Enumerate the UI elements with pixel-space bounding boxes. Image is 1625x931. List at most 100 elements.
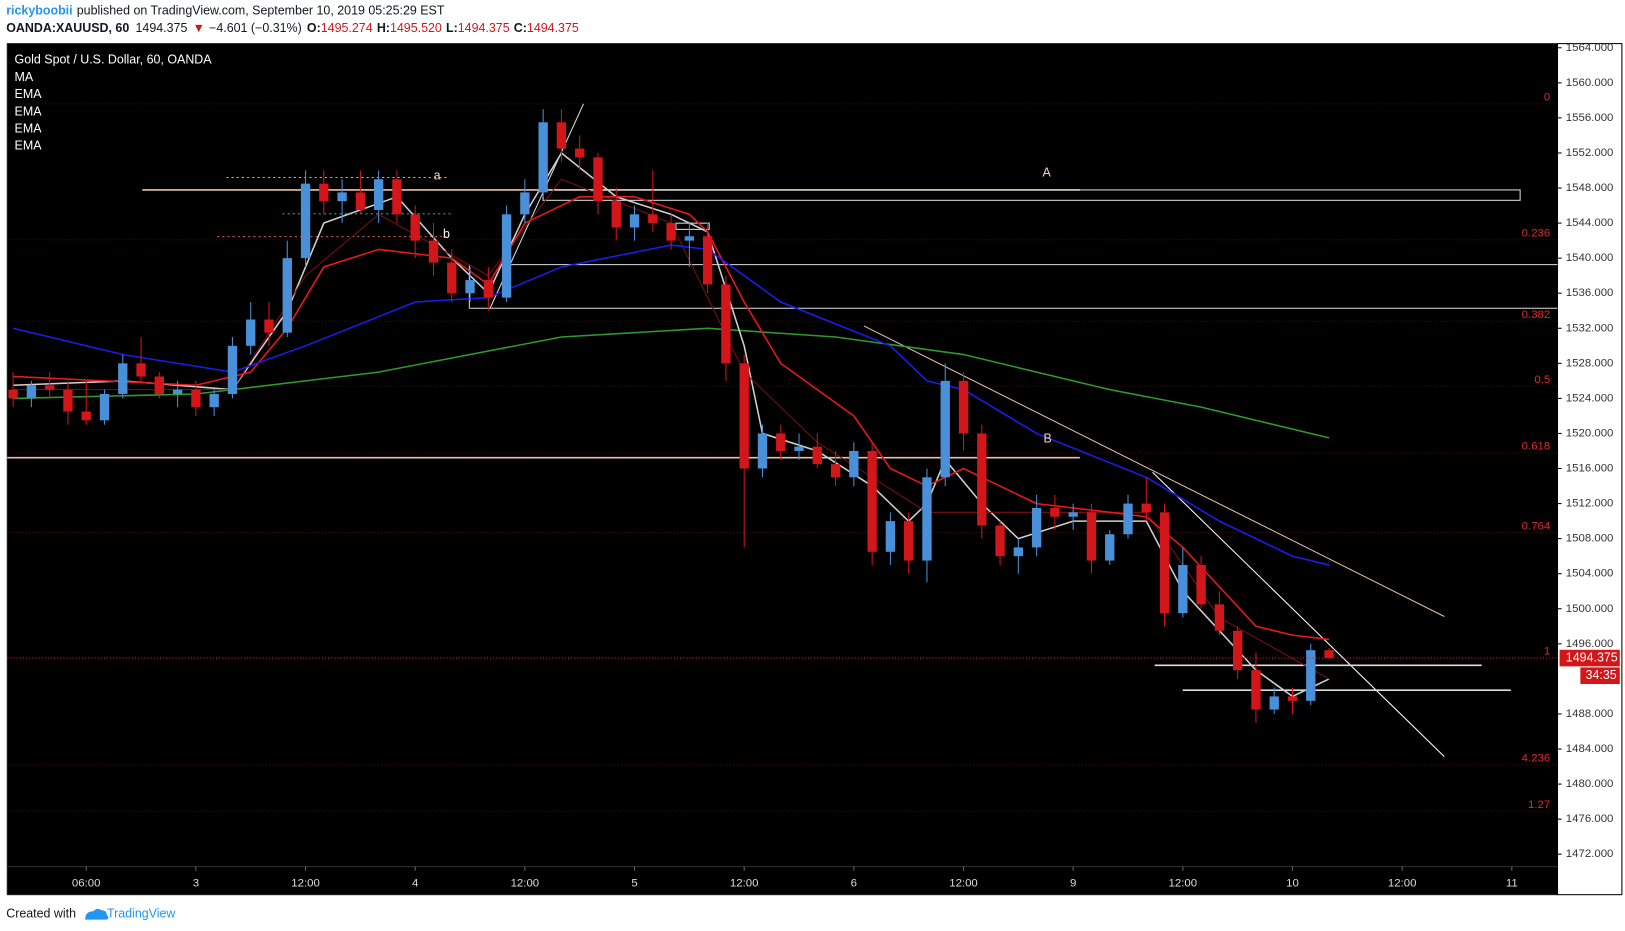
fib-label: 0.382: [1522, 309, 1551, 321]
candle-body: [300, 183, 311, 259]
candle-body: [1196, 564, 1206, 605]
candle-body: [1269, 696, 1279, 710]
symbol: OANDA:XAUUSD, 60: [6, 21, 129, 35]
candle-body: [1214, 604, 1225, 631]
x-tick-label: 12:00: [730, 877, 759, 889]
legend-entry: EMA: [15, 122, 43, 136]
y-tick-label: 1528.000: [1566, 357, 1614, 369]
x-tick-label: 12:00: [291, 877, 320, 889]
l: 1494.375: [458, 21, 510, 35]
candle-body: [392, 179, 402, 215]
trend-line: [863, 325, 1445, 617]
candle-body: [1232, 630, 1243, 671]
candle-body: [246, 319, 256, 346]
candle-body: [465, 280, 475, 294]
countdown-bg: [1580, 667, 1620, 685]
y-tick-label: 1476.000: [1566, 813, 1614, 825]
o-label: O:: [307, 21, 321, 35]
candle-body: [958, 380, 969, 434]
candle-body: [556, 122, 567, 149]
candle-body: [8, 389, 18, 399]
candle-body: [1050, 507, 1060, 517]
candle-body: [794, 446, 804, 451]
candle-body: [812, 446, 822, 465]
indicator-line: [13, 196, 1330, 641]
candle-body: [721, 284, 731, 364]
y-tick-label: 1488.000: [1566, 708, 1614, 720]
candle-body: [995, 525, 1005, 557]
candle-body: [684, 236, 695, 241]
trend-line: [1152, 471, 1445, 758]
footer-brand[interactable]: TradingView: [107, 907, 176, 921]
candle-body: [1086, 512, 1097, 561]
annotation: B: [1044, 431, 1052, 445]
x-tick-label: 12:00: [1169, 877, 1198, 889]
y-tick-label: 1556.000: [1566, 112, 1614, 124]
c-label: C:: [514, 21, 527, 35]
author[interactable]: rickyboobii: [6, 4, 72, 18]
candle-body: [1251, 670, 1261, 710]
chart-title: Gold Spot / U.S. Dollar, 60, OANDA: [15, 52, 213, 66]
countdown: 34:35: [1586, 668, 1617, 682]
y-tick-label: 1516.000: [1566, 463, 1614, 475]
candle-body: [575, 148, 585, 158]
legend-entry: EMA: [15, 139, 43, 153]
candle-body: [538, 122, 548, 193]
candle-body: [447, 262, 457, 294]
x-tick-label: 12:00: [1388, 877, 1417, 889]
candle-body: [81, 411, 91, 421]
candle-body: [1306, 650, 1316, 701]
indicator-line: [13, 327, 1330, 439]
plot-bg: [6, 43, 1559, 896]
fib-label: 0.764: [1522, 520, 1551, 532]
drawings: [7, 103, 1558, 758]
y-tick-label: 1552.000: [1566, 147, 1614, 159]
candle-body: [922, 477, 932, 561]
candle-body: [593, 157, 603, 202]
l-label: L:: [446, 21, 458, 35]
candle-body: [520, 192, 530, 215]
candle-body: [1141, 503, 1151, 513]
x-tick-label: 10: [1286, 877, 1299, 889]
x-tick-label: 11: [1506, 877, 1518, 889]
y-tick-label: 1560.000: [1566, 77, 1614, 89]
fib-label: 0.5: [1534, 374, 1550, 386]
candle-body: [44, 385, 55, 390]
change: −4.601 (−0.31%): [209, 21, 302, 35]
annotation: A: [1042, 166, 1051, 180]
last: 1494.375: [136, 21, 188, 35]
arrow: ▼: [193, 21, 205, 35]
y-tick-label: 1512.000: [1566, 498, 1614, 510]
price-tag: 1494.375: [1566, 650, 1618, 664]
x-tick-label: 3: [193, 877, 199, 889]
candle-body: [757, 433, 768, 469]
candle-body: [264, 319, 274, 333]
footer-created: Created with: [6, 907, 76, 921]
x-tick-label: 5: [631, 877, 637, 889]
annotation: a: [434, 169, 441, 183]
candle-body: [136, 363, 146, 377]
x-tick-label: 12:00: [511, 877, 540, 889]
candle-body: [1031, 507, 1042, 548]
x-tick-label: 9: [1070, 877, 1076, 889]
fib-label: 0: [1544, 92, 1550, 104]
x-tick-label: 6: [851, 877, 857, 889]
annotation: b: [443, 227, 450, 241]
zone-rect: [675, 222, 710, 230]
y-tick-label: 1564.000: [1566, 42, 1614, 54]
price-axis: [1556, 43, 1623, 896]
candle-body: [319, 183, 329, 202]
candle-body: [1178, 564, 1188, 614]
candle-body: [830, 464, 841, 478]
candle-body: [1287, 696, 1298, 701]
y-tick-label: 1548.000: [1566, 182, 1614, 194]
published: published on TradingView.com, September …: [77, 4, 445, 18]
indicator-line: [12, 244, 1330, 566]
candle-body: [776, 433, 786, 451]
candle-body: [849, 450, 859, 478]
candle-body: [355, 192, 366, 210]
candle-body: [977, 433, 987, 526]
legend-entry: EMA: [15, 87, 43, 101]
candle-body: [337, 192, 347, 202]
